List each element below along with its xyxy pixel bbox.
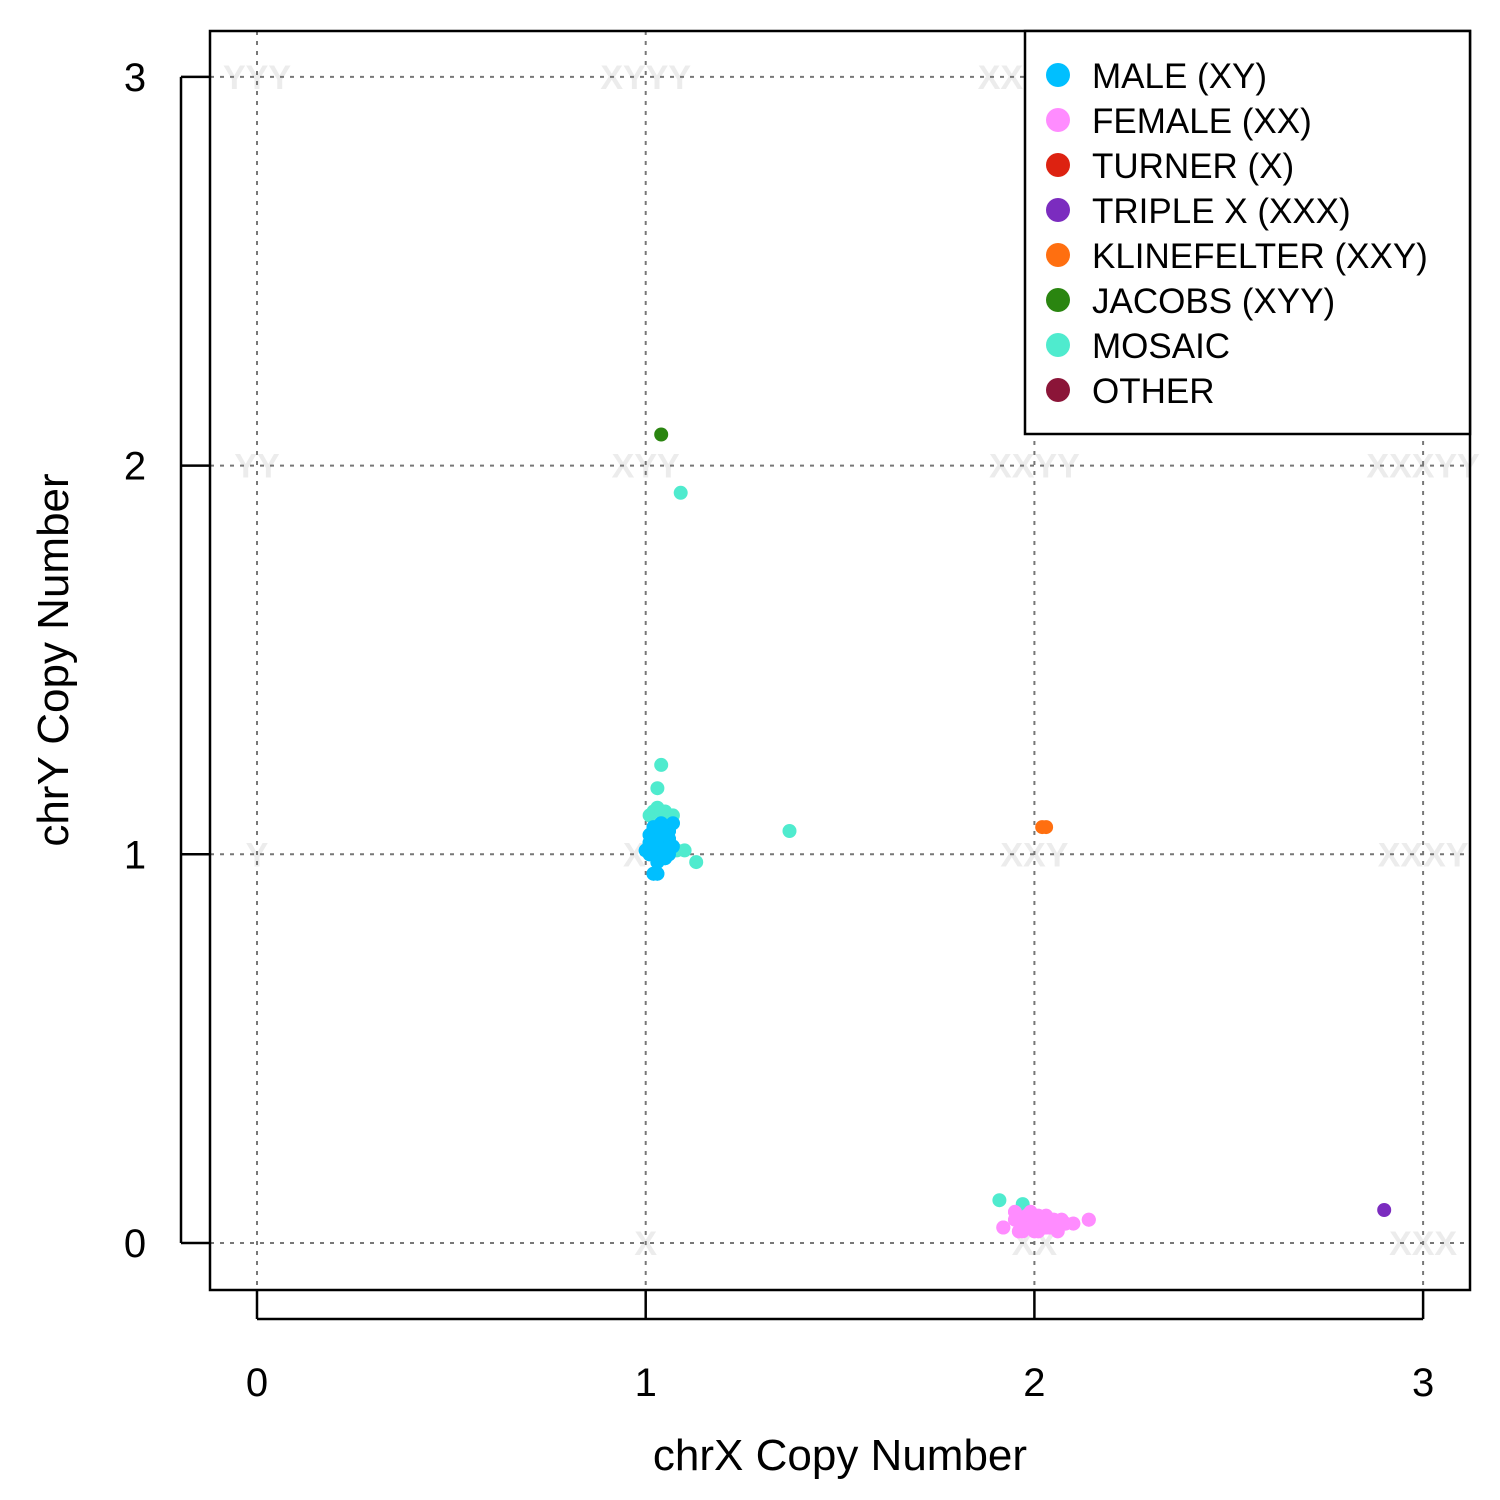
- axis-layer: 0 1 2 3 0 1 2 3: [124, 56, 1434, 1405]
- data-point: [654, 427, 669, 442]
- karyotype-label: YYY: [223, 59, 291, 97]
- data-point: [1039, 820, 1054, 835]
- karyotype-label: XYYY: [600, 59, 691, 97]
- legend-label: MALE (XY): [1092, 57, 1267, 96]
- data-point: [673, 485, 688, 500]
- legend: MALE (XY) FEMALE (XX) TURNER (X) TRIPLE X (…: [1023, 29, 1472, 436]
- legend-box: [1023, 29, 1472, 436]
- points-layer: [638, 427, 1392, 1239]
- legend-items: MALE (XY) FEMALE (XX) TURNER (X) TRIPLE X (…: [1046, 57, 1428, 411]
- data-point: [689, 855, 704, 870]
- data-point: [1015, 1224, 1030, 1239]
- data-point: [650, 781, 665, 796]
- legend-marker: [1046, 378, 1070, 402]
- legend-label: TURNER (X): [1092, 147, 1294, 186]
- data-point: [992, 1193, 1007, 1208]
- y-tick-label: 2: [124, 445, 146, 489]
- y-tick-label: 1: [124, 833, 146, 877]
- data-point: [654, 816, 669, 831]
- legend-label: MOSAIC: [1092, 327, 1230, 366]
- data-point: [996, 1220, 1011, 1235]
- y-axis-title: chrY Copy Number: [29, 473, 78, 846]
- data-point: [1023, 1204, 1038, 1219]
- legend-marker: [1046, 288, 1070, 312]
- x-tick-label: 0: [246, 1361, 268, 1405]
- legend-label: JACOBS (XYY): [1092, 282, 1335, 321]
- legend-marker: [1046, 198, 1070, 222]
- x-tick-label: 3: [1412, 1361, 1434, 1405]
- legend-label: FEMALE (XX): [1092, 102, 1312, 141]
- karyotype-label: Y: [246, 836, 269, 874]
- legend-label: KLINEFELTER (XXY): [1092, 237, 1428, 276]
- legend-label: TRIPLE X (XXX): [1092, 192, 1351, 231]
- x-tick-label: 2: [1023, 1361, 1045, 1405]
- data-point: [1008, 1204, 1022, 1219]
- data-point: [677, 843, 692, 858]
- data-point: [658, 827, 673, 842]
- data-point: [1081, 1212, 1096, 1227]
- data-point: [1050, 1224, 1065, 1239]
- data-point: [1027, 1224, 1042, 1239]
- legend-marker: [1046, 153, 1070, 177]
- plot-frame: [208, 29, 1472, 1292]
- data-point: [642, 835, 657, 850]
- x-axis-title: chrX Copy Number: [653, 1431, 1027, 1480]
- data-point: [650, 866, 665, 881]
- data-point: [1066, 1216, 1081, 1231]
- data-point: [1039, 1220, 1054, 1235]
- legend-marker: [1046, 243, 1070, 267]
- y-tick-label: 3: [124, 56, 146, 100]
- legend-label: OTHER: [1092, 372, 1215, 411]
- y-tick-label: 0: [124, 1222, 146, 1266]
- x-tick-label: 1: [635, 1361, 657, 1405]
- data-point: [782, 824, 797, 838]
- data-point: [654, 757, 669, 772]
- data-point: [665, 839, 680, 854]
- data-point: [1377, 1203, 1392, 1217]
- legend-marker: [1046, 63, 1070, 87]
- data-point: [650, 855, 665, 870]
- legend-marker: [1046, 108, 1070, 132]
- legend-marker: [1046, 333, 1070, 357]
